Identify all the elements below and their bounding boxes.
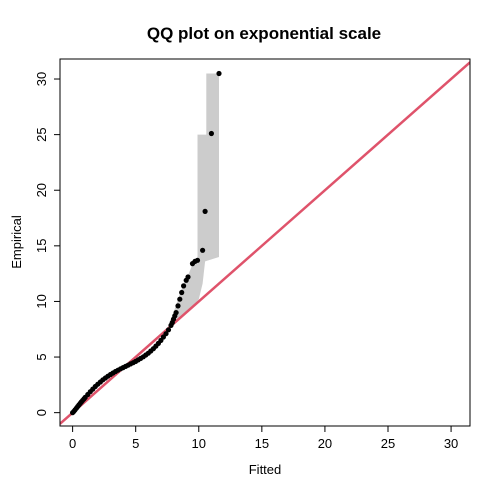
x-axis-label: Fitted xyxy=(249,462,282,477)
data-point xyxy=(177,296,183,302)
data-point xyxy=(185,274,191,280)
confidence-band-layer xyxy=(168,73,219,329)
y-axis: 0 5 10 15 20 25 30 xyxy=(34,72,60,416)
y-tick-label: 5 xyxy=(34,353,49,360)
data-point xyxy=(194,257,201,263)
data-point xyxy=(202,208,208,214)
confidence-band xyxy=(168,73,219,329)
data-point xyxy=(208,130,214,137)
data-point xyxy=(181,283,187,289)
y-axis-label: Empirical xyxy=(9,215,24,269)
x-tick-label: 5 xyxy=(132,436,139,451)
x-tick-label: 15 xyxy=(255,436,269,451)
data-point xyxy=(173,310,179,316)
x-tick-label: 0 xyxy=(69,436,76,451)
points-layer xyxy=(70,70,222,416)
x-axis: 0 5 10 15 20 25 30 xyxy=(69,426,458,451)
y-tick-label: 25 xyxy=(34,127,49,141)
y-tick-label: 30 xyxy=(34,72,49,86)
data-point xyxy=(179,289,185,296)
x-tick-label: 20 xyxy=(318,436,332,451)
x-tick-label: 25 xyxy=(381,436,395,451)
data-point xyxy=(163,331,169,337)
data-point xyxy=(200,247,206,253)
x-tick-label: 30 xyxy=(444,436,458,451)
plot-frame xyxy=(59,58,471,427)
data-point xyxy=(216,70,222,77)
chart-title: QQ plot on exponential scale xyxy=(147,24,381,43)
y-tick-label: 20 xyxy=(34,183,49,197)
data-point xyxy=(165,327,172,333)
y-tick-label: 10 xyxy=(34,294,49,308)
x-tick-label: 10 xyxy=(192,436,206,451)
y-tick-label: 0 xyxy=(34,409,49,416)
y-tick-label: 15 xyxy=(34,239,49,253)
data-point xyxy=(175,303,181,309)
